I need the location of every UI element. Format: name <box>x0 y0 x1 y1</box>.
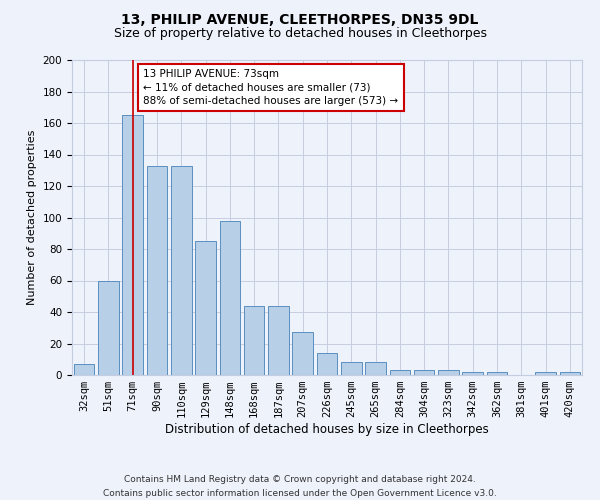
Bar <box>195 241 216 375</box>
Bar <box>414 370 434 375</box>
Bar <box>341 362 362 375</box>
Text: Size of property relative to detached houses in Cleethorpes: Size of property relative to detached ho… <box>113 28 487 40</box>
Bar <box>74 364 94 375</box>
Bar <box>220 220 240 375</box>
Bar <box>268 306 289 375</box>
X-axis label: Distribution of detached houses by size in Cleethorpes: Distribution of detached houses by size … <box>165 423 489 436</box>
Bar <box>463 372 483 375</box>
Bar <box>122 115 143 375</box>
Text: Contains HM Land Registry data © Crown copyright and database right 2024.
Contai: Contains HM Land Registry data © Crown c… <box>103 476 497 498</box>
Bar <box>389 370 410 375</box>
Y-axis label: Number of detached properties: Number of detached properties <box>27 130 37 305</box>
Bar <box>438 370 459 375</box>
Bar <box>244 306 265 375</box>
Bar <box>292 332 313 375</box>
Bar <box>98 280 119 375</box>
Bar <box>535 372 556 375</box>
Bar <box>560 372 580 375</box>
Bar <box>146 166 167 375</box>
Text: 13 PHILIP AVENUE: 73sqm
← 11% of detached houses are smaller (73)
88% of semi-de: 13 PHILIP AVENUE: 73sqm ← 11% of detache… <box>143 70 398 106</box>
Bar <box>365 362 386 375</box>
Bar <box>487 372 508 375</box>
Text: 13, PHILIP AVENUE, CLEETHORPES, DN35 9DL: 13, PHILIP AVENUE, CLEETHORPES, DN35 9DL <box>121 12 479 26</box>
Bar <box>317 353 337 375</box>
Bar <box>171 166 191 375</box>
